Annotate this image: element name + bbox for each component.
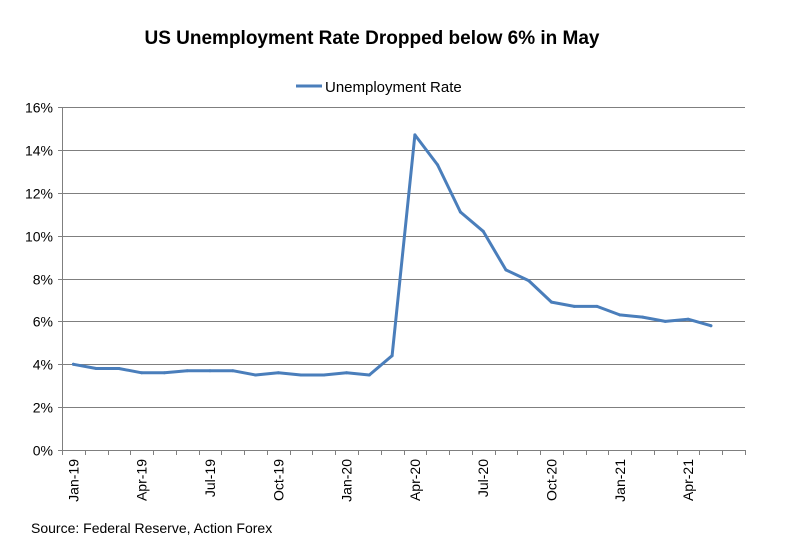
data-point: [322, 373, 326, 377]
y-tick-label: 16%: [25, 100, 53, 116]
data-point: [117, 367, 121, 370]
data-point: [663, 319, 667, 323]
series-line-unemployment-rate: [71, 133, 713, 377]
data-point: [413, 133, 417, 137]
x-tick-label: Jan-20: [339, 459, 355, 502]
source-note: Source: Federal Reserve, Action Forex: [31, 520, 272, 536]
x-axis-tick-labels: Jan-19 Apr-19 Jul-19 Oct-19 Jan-20 Apr-20 Jul-…: [65, 459, 696, 502]
data-point: [71, 362, 75, 366]
data-point: [436, 163, 440, 167]
legend: Unemployment Rate: [296, 79, 462, 96]
x-tick-label: Jan-21: [612, 459, 628, 502]
data-point: [572, 304, 576, 308]
x-tick-label: Apr-21: [680, 459, 696, 501]
data-point: [208, 369, 212, 373]
data-point: [140, 371, 144, 375]
data-point: [618, 313, 622, 317]
axes: [58, 107, 746, 455]
data-point: [550, 300, 553, 304]
y-tick-label: 12%: [25, 186, 53, 202]
data-point: [185, 369, 189, 373]
x-tick-label: Apr-19: [134, 459, 150, 501]
data-point: [276, 371, 280, 375]
series-layer: [71, 133, 713, 377]
y-tick-label: 8%: [33, 272, 53, 288]
data-point: [504, 268, 508, 272]
data-point: [254, 373, 257, 377]
x-tick-label: Jan-19: [65, 459, 81, 502]
x-tick-label: Oct-20: [543, 459, 559, 501]
data-point: [162, 371, 166, 375]
data-point: [527, 279, 531, 283]
data-point: [390, 354, 394, 358]
y-axis-tick-labels: 0% 2% 4% 6% 8% 10% 12% 14% 16%: [25, 100, 53, 459]
data-point: [94, 367, 98, 370]
x-tick-label: Oct-19: [270, 459, 286, 501]
data-point: [345, 371, 349, 375]
data-point: [458, 210, 462, 214]
chart-title: US Unemployment Rate Dropped below 6% in…: [144, 28, 599, 49]
y-tick-label: 0%: [33, 443, 53, 459]
y-tick-label: 6%: [33, 314, 53, 330]
data-point: [481, 229, 485, 233]
data-point: [595, 304, 599, 308]
data-point: [709, 324, 713, 328]
y-tick-label: 2%: [33, 400, 53, 416]
y-tick-label: 14%: [25, 143, 53, 159]
data-point: [299, 373, 303, 377]
x-tick-label: Apr-20: [407, 459, 423, 501]
data-point: [231, 369, 235, 373]
x-tick-label: Jul-20: [475, 459, 491, 497]
legend-label: Unemployment Rate: [325, 79, 462, 96]
x-tick-label: Jul-19: [202, 459, 218, 497]
data-point: [686, 317, 690, 321]
y-tick-label: 10%: [25, 229, 53, 245]
data-point: [641, 315, 644, 319]
y-tick-label: 4%: [33, 357, 53, 373]
data-point: [367, 373, 371, 377]
